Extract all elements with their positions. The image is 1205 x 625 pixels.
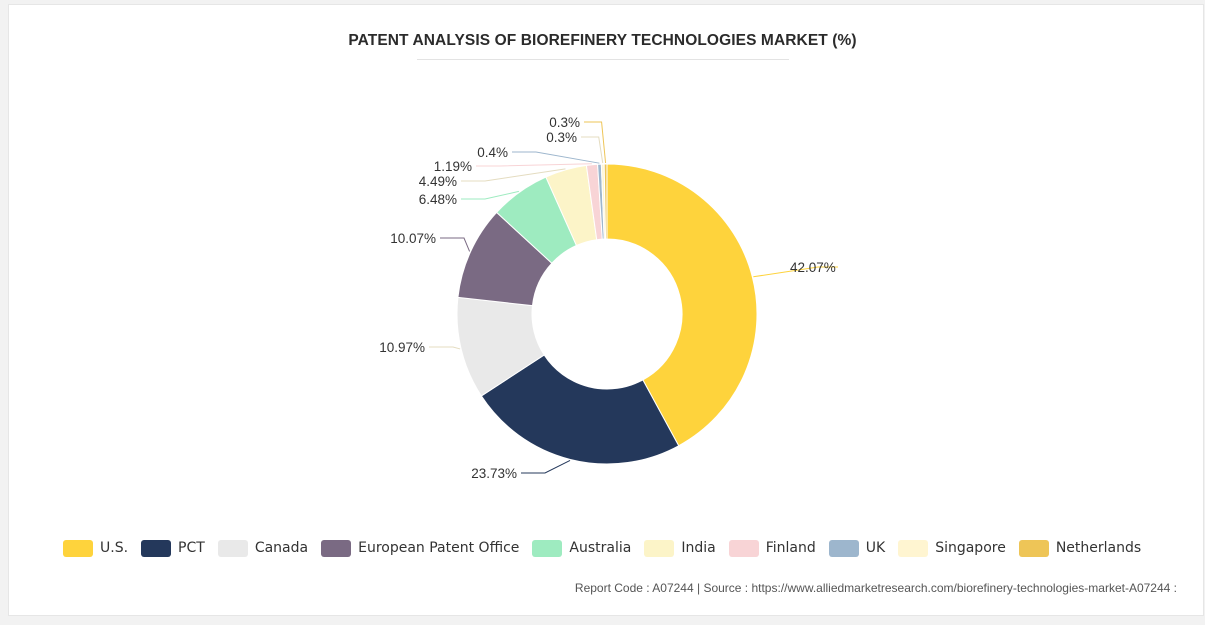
legend-item-india[interactable]: India — [644, 539, 716, 557]
data-label-singapore: 0.3% — [546, 130, 577, 145]
legend-item-u-s[interactable]: U.S. — [63, 539, 129, 557]
legend-swatch — [728, 539, 759, 557]
legend-label: U.S. — [100, 540, 129, 556]
legend-label: UK — [865, 540, 886, 556]
slice-u-s[interactable] — [606, 163, 758, 447]
chart-legend: U.S. PCT Canada European Patent Office Austr… — [63, 538, 1154, 558]
data-label-pct: 23.73% — [471, 466, 517, 481]
legend-label: Netherlands — [1055, 540, 1142, 556]
chart-card — [8, 4, 1204, 616]
data-label-netherlands: 0.3% — [549, 115, 580, 130]
legend-swatch — [217, 539, 248, 557]
leader-australia — [461, 190, 519, 200]
data-labels: 42.07% 23.73% 10.97% 10.07% 6.48% 4.49%1.19% 0… — [379, 115, 836, 481]
data-label-finland: 1.19% — [434, 159, 472, 174]
label-leaders — [429, 121, 838, 474]
leader-uk — [512, 151, 600, 164]
legend-label: PCT — [178, 540, 205, 556]
data-label-canada: 10.97% — [379, 340, 425, 355]
legend-item-netherlands[interactable]: Netherlands — [1018, 539, 1142, 557]
data-label-uk: 0.4% — [477, 145, 508, 160]
chart-title: PATENT ANALYSIS OF BIOREFINERY TECHNOLOG… — [348, 32, 857, 49]
leader-india — [461, 168, 566, 182]
legend-item-pct[interactable]: PCT — [141, 539, 205, 557]
leader-finland — [476, 163, 592, 167]
legend-label: European Patent Office — [358, 540, 520, 556]
legend-label: Australia — [569, 540, 632, 556]
title-underline — [417, 59, 789, 60]
legend-swatch — [63, 539, 93, 557]
data-label-australia: 6.48% — [419, 192, 457, 207]
leader-canada — [429, 346, 461, 350]
leader-netherlands — [584, 121, 607, 164]
data-label-u-s: 42.07% — [790, 260, 836, 275]
legend-item-singapore[interactable]: Singapore — [898, 539, 1006, 557]
legend-swatch — [644, 539, 675, 557]
donut-slices — [456, 163, 758, 465]
legend-swatch — [828, 539, 859, 557]
legend-swatch — [1018, 539, 1049, 557]
legend-swatch — [898, 539, 929, 557]
legend-item-finland[interactable]: Finland — [728, 539, 816, 557]
leader-european-patent-office — [440, 237, 471, 252]
legend-swatch — [141, 539, 172, 557]
legend-item-uk[interactable]: UK — [828, 539, 886, 557]
data-label-european-patent-office: 10.07% — [390, 231, 436, 246]
slice-netherlands[interactable] — [603, 163, 608, 240]
slice-pct[interactable] — [480, 354, 680, 465]
legend-label: India — [681, 540, 716, 556]
leader-pct — [521, 459, 571, 474]
legend-swatch — [532, 539, 563, 557]
report-source-footer: Report Code : A07244 | Source : https://… — [574, 581, 1177, 595]
legend-swatch — [321, 539, 352, 557]
legend-item-european-patent-office[interactable]: European Patent Office — [321, 539, 520, 557]
data-label-india: 4.49% — [419, 174, 457, 189]
leader-singapore — [581, 136, 604, 164]
legend-label: Canada — [254, 540, 309, 556]
legend-item-australia[interactable]: Australia — [532, 539, 632, 557]
legend-label: Singapore — [935, 540, 1006, 556]
leader-u-s — [753, 266, 838, 278]
legend-label: Finland — [765, 540, 816, 556]
legend-item-canada[interactable]: Canada — [217, 539, 309, 557]
